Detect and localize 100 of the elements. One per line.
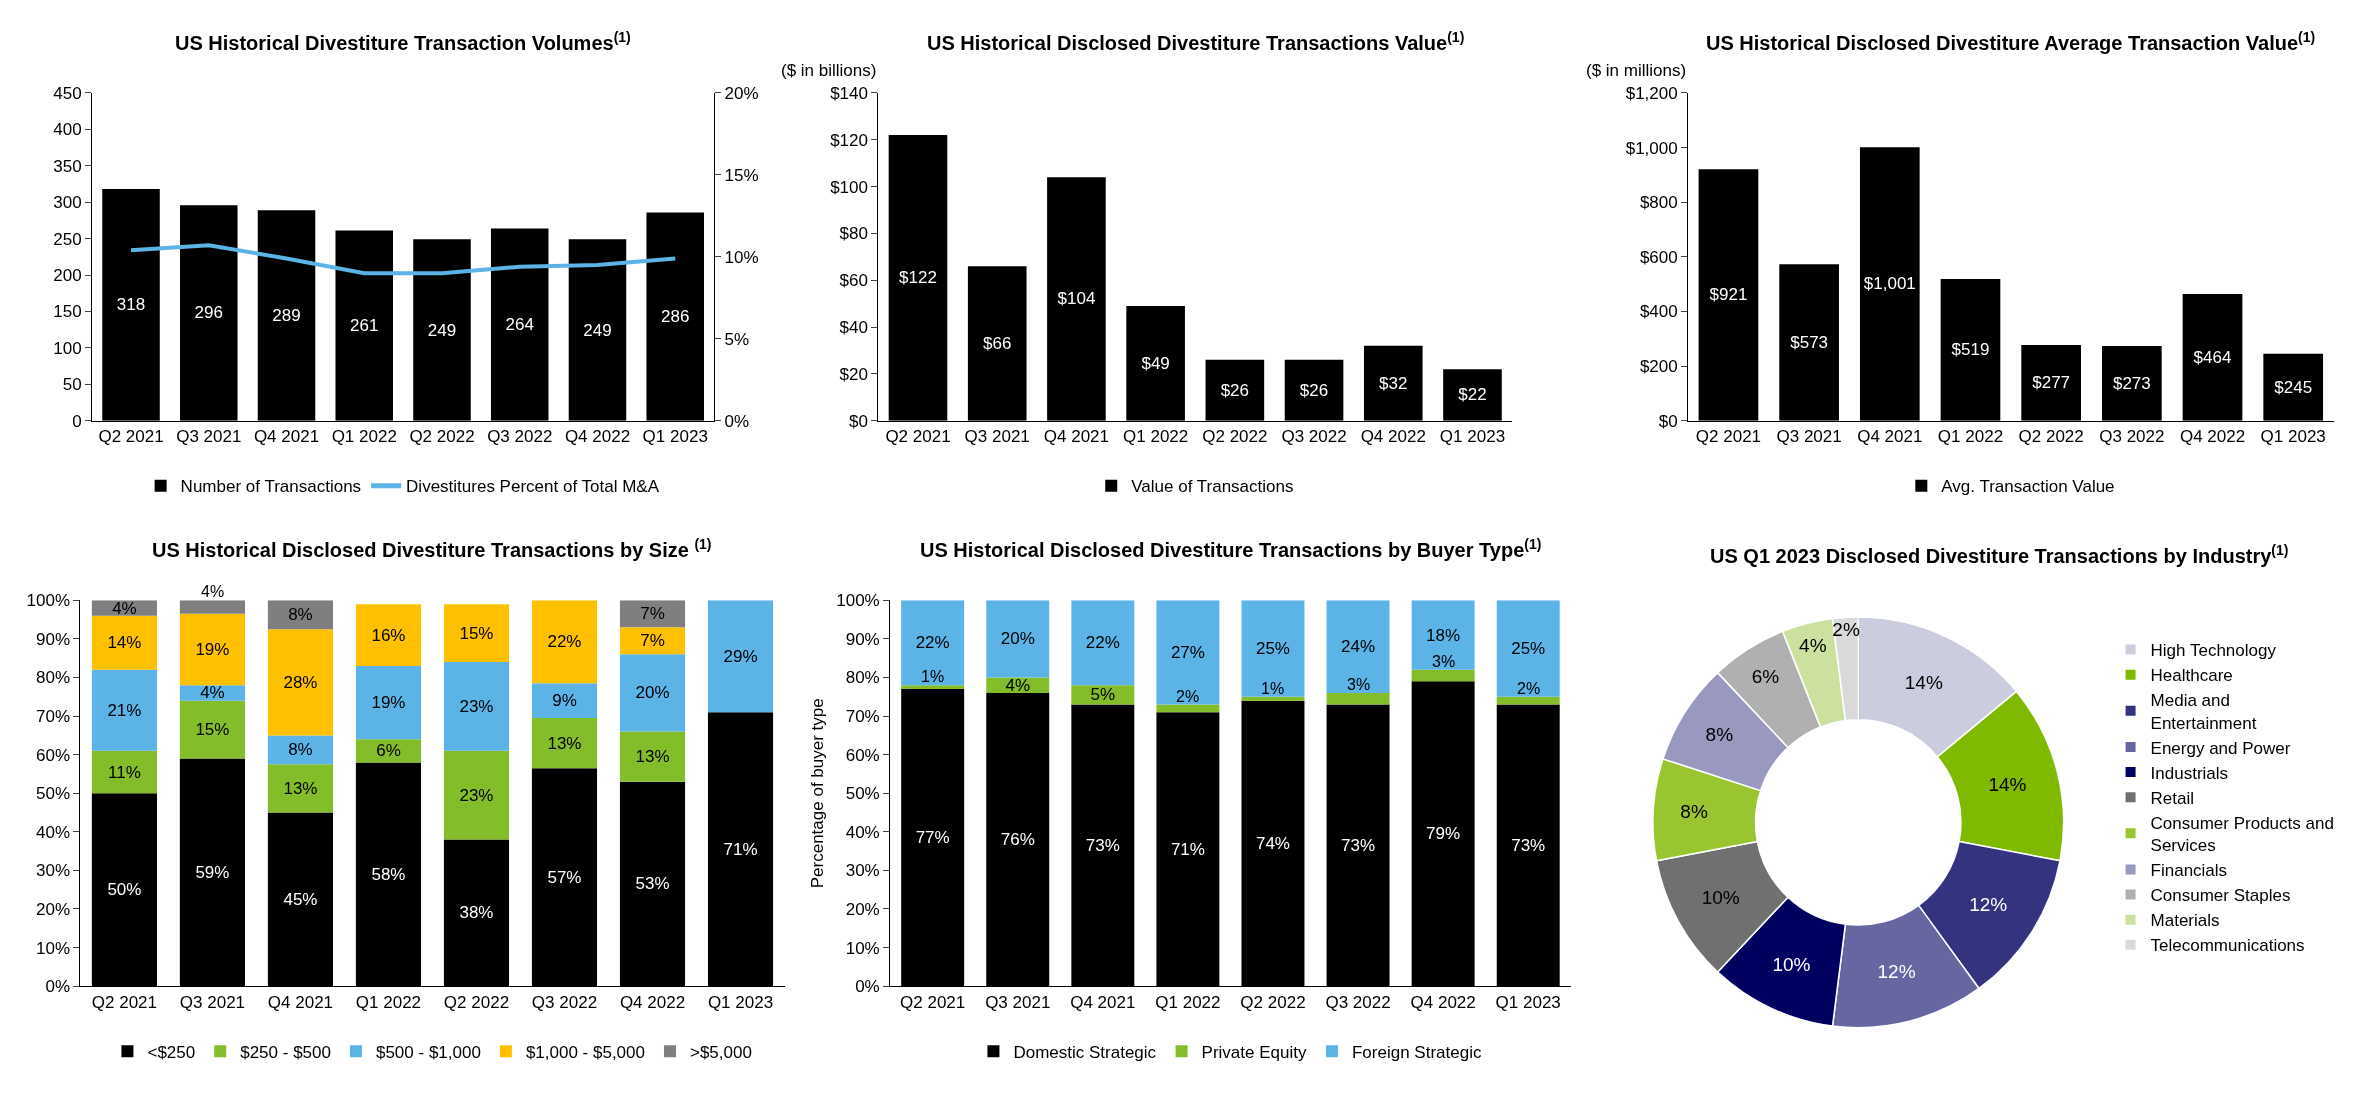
data-label: 23% bbox=[459, 785, 494, 805]
data-label: 4% bbox=[112, 598, 137, 618]
y-tick-label: $200 bbox=[1639, 357, 1678, 376]
legend-label: Retail bbox=[2150, 788, 2195, 808]
y-tick-label: 50 bbox=[62, 375, 82, 395]
data-label: 2% bbox=[1176, 688, 1200, 705]
legend-label: High Technology bbox=[2150, 641, 2277, 661]
bar bbox=[443, 662, 510, 751]
bar bbox=[1071, 600, 1135, 686]
y-axis-title: ($ in billions) bbox=[781, 61, 877, 80]
legend-label: Energy and Power bbox=[2150, 738, 2291, 758]
y2-tick-label: 20% bbox=[724, 83, 759, 103]
x-tick-label: Q3 2022 bbox=[487, 427, 553, 447]
y-tick-label: 30% bbox=[845, 861, 880, 881]
x-tick-label: Q2 2022 bbox=[1202, 427, 1268, 447]
data-label: 15% bbox=[459, 623, 494, 643]
bar bbox=[267, 735, 334, 765]
bar bbox=[1241, 696, 1305, 701]
x-tick-label: Q2 2021 bbox=[1695, 427, 1762, 447]
x-tick-label: Q2 2022 bbox=[2018, 427, 2084, 447]
x-tick-label: Q1 2023 bbox=[1495, 992, 1561, 1012]
data-label: 18% bbox=[1426, 625, 1461, 645]
data-label: 13% bbox=[635, 747, 670, 767]
y-tick-label: 80% bbox=[845, 668, 880, 688]
data-label: $26 bbox=[1220, 380, 1250, 400]
bar bbox=[179, 700, 245, 759]
chart-title: US Historical Disclosed Divestiture Transactions Value$^{(1)}$ bbox=[927, 29, 1465, 55]
y-tick-label: 70% bbox=[35, 707, 71, 727]
data-label: 14% bbox=[1904, 672, 1943, 694]
data-label: $245 bbox=[2274, 377, 2313, 397]
bar bbox=[267, 764, 334, 813]
data-label: $104 bbox=[1057, 289, 1096, 309]
y-tick-label: 40% bbox=[845, 822, 880, 842]
bar bbox=[267, 629, 334, 736]
y-tick-label: 10% bbox=[35, 938, 71, 958]
y-tick-label: 400 bbox=[53, 120, 82, 140]
y-tick-label: 10% bbox=[845, 938, 880, 958]
data-label: $573 bbox=[1790, 332, 1829, 352]
data-label: 8% bbox=[288, 740, 313, 760]
y-tick-label: $0 bbox=[1658, 411, 1678, 431]
data-label: 3% bbox=[1347, 676, 1371, 693]
data-label: 73% bbox=[1511, 835, 1546, 855]
bar bbox=[1326, 692, 1390, 705]
bar bbox=[179, 613, 245, 686]
x-tick-label: Q1 2022 bbox=[1155, 992, 1221, 1012]
data-label: 8% bbox=[1705, 723, 1734, 745]
data-label: $49 bbox=[1141, 353, 1170, 373]
bar bbox=[443, 750, 510, 840]
legend-label: Telecommunications bbox=[2150, 936, 2305, 956]
data-label: 20% bbox=[1000, 629, 1035, 649]
y-tick-label: 20% bbox=[35, 899, 71, 919]
data-label: 57% bbox=[547, 867, 582, 887]
y-tick-label: 450 bbox=[53, 83, 82, 103]
bar bbox=[707, 600, 774, 713]
legend-label: >$5,000 bbox=[689, 1042, 752, 1062]
legend-label: Divestitures Percent of Total M&A bbox=[406, 477, 660, 497]
chart-title: US Q1 2023 Disclosed Divestiture Transactions by Industry$^{(1)}$ bbox=[1710, 542, 2289, 568]
y-tick-label: $140 bbox=[830, 83, 868, 103]
data-label: 6% bbox=[376, 741, 401, 761]
legend-label: Value of Transactions bbox=[1131, 477, 1294, 497]
x-tick-label: Q2 2021 bbox=[885, 427, 951, 447]
y-axis-title: ($ in millions) bbox=[1586, 61, 1687, 80]
x-tick-label: Q4 2021 bbox=[1043, 427, 1110, 447]
bar bbox=[1326, 600, 1390, 693]
legend-label: Healthcare bbox=[2150, 666, 2233, 686]
data-label: 53% bbox=[635, 874, 670, 894]
y-tick-label: 150 bbox=[53, 302, 82, 322]
x-tick-label: Q4 2022 bbox=[1410, 992, 1476, 1012]
y-tick-label: 90% bbox=[845, 629, 880, 649]
data-label: 76% bbox=[1000, 830, 1035, 850]
x-tick-label: Q1 2022 bbox=[1937, 427, 2004, 447]
bar bbox=[1241, 600, 1305, 697]
data-label: 4% bbox=[201, 583, 225, 600]
y2-tick-label: 10% bbox=[724, 247, 759, 267]
data-label: 4% bbox=[1005, 675, 1031, 695]
data-label: 79% bbox=[1426, 824, 1461, 844]
data-label: 12% bbox=[1877, 961, 1916, 982]
bar bbox=[531, 683, 598, 719]
y-tick-label: 60% bbox=[845, 745, 880, 765]
data-label: 7% bbox=[640, 631, 665, 651]
data-label: 289 bbox=[272, 305, 301, 325]
data-label: 10% bbox=[1772, 953, 1811, 975]
data-label: 10% bbox=[1701, 887, 1740, 909]
bar bbox=[1496, 696, 1560, 705]
data-label: 19% bbox=[195, 640, 230, 660]
x-tick-label: Q4 2021 bbox=[1070, 992, 1136, 1012]
x-tick-label: Q2 2021 bbox=[91, 992, 158, 1012]
y-tick-label: 200 bbox=[53, 265, 82, 285]
data-label: 73% bbox=[1341, 835, 1376, 855]
y-tick-label: $600 bbox=[1639, 247, 1678, 267]
legend-label: Foreign Strategic bbox=[1351, 1042, 1482, 1062]
bar bbox=[531, 718, 598, 769]
data-label: $66 bbox=[983, 333, 1012, 353]
x-tick-label: Q4 2022 bbox=[2179, 427, 2246, 447]
x-tick-label: Q3 2021 bbox=[176, 427, 242, 447]
data-label: 28% bbox=[283, 672, 318, 692]
data-label: 5% bbox=[1090, 685, 1116, 705]
x-tick-label: Q1 2022 bbox=[1123, 427, 1189, 447]
data-label: 16% bbox=[371, 625, 406, 645]
data-label: $464 bbox=[2193, 347, 2232, 367]
